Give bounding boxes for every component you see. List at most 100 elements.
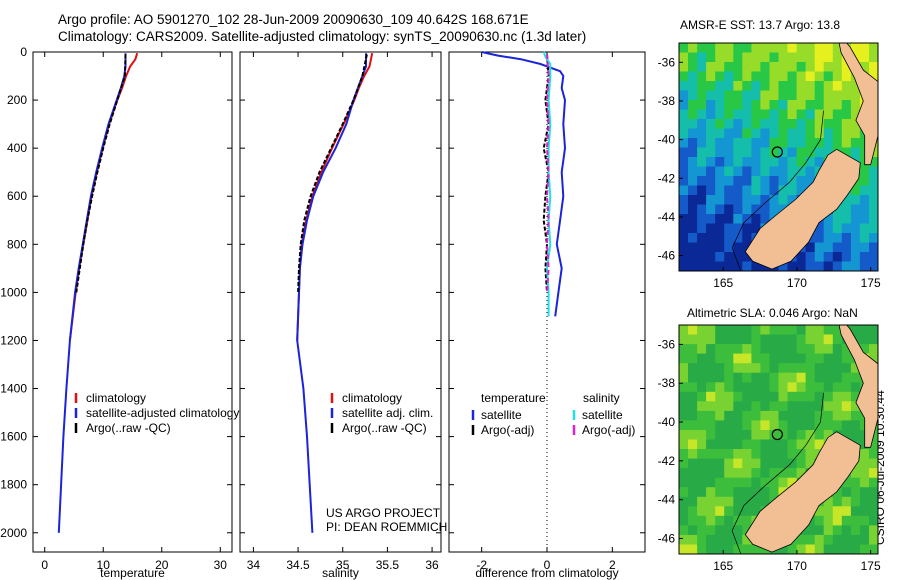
map-cell: [679, 477, 689, 488]
map-cell: [733, 52, 743, 63]
map-cell: [724, 204, 734, 215]
map-cell: [742, 525, 752, 536]
map-field: [679, 43, 878, 271]
map-cell: [787, 439, 798, 450]
map-cell: [706, 214, 716, 225]
map-cell: [805, 401, 816, 412]
map-cell: [778, 334, 789, 345]
map-cell: [796, 43, 807, 54]
map-cell: [778, 119, 789, 130]
map-cell: [805, 138, 816, 149]
map-cell: [706, 109, 716, 120]
map-cell: [778, 52, 789, 63]
map-cell: [751, 334, 761, 345]
map-cell: [814, 334, 825, 345]
map-y-tick-label: -46: [658, 249, 676, 263]
map-cell: [787, 147, 798, 158]
map-cell: [724, 43, 734, 54]
map-cell: [769, 382, 780, 393]
map-cell: [742, 109, 752, 120]
map-cell: [760, 468, 770, 479]
map-cell: [778, 468, 789, 479]
map-cell: [823, 430, 834, 441]
map-cell: [832, 325, 843, 336]
map-cell: [715, 100, 725, 111]
map-cell: [733, 449, 743, 460]
map-cell: [724, 252, 734, 263]
map-cell: [814, 71, 825, 82]
y-tick-label: 800: [7, 237, 27, 251]
map-cell: [679, 544, 689, 554]
map-cell: [823, 325, 834, 336]
map-y-tick-label: -46: [658, 531, 676, 545]
map-cell: [742, 372, 752, 383]
map-cell: [850, 477, 861, 488]
map-cell: [706, 430, 716, 441]
map-cell: [796, 401, 807, 412]
map-cell: [688, 477, 698, 488]
map-cell: [859, 506, 870, 517]
map-cell: [823, 147, 834, 158]
map-cell: [688, 71, 698, 82]
map-cell: [715, 525, 725, 536]
map-cell: [751, 214, 761, 225]
x-axis-label: salinity: [322, 566, 359, 580]
legend-label: Argo(-adj): [481, 423, 534, 437]
map-cell: [823, 515, 834, 526]
south-island-land: [744, 431, 861, 553]
map-cell: [742, 185, 752, 196]
map-cell: [697, 138, 707, 149]
map-cell: [715, 439, 725, 450]
map-cell: [760, 138, 770, 149]
map-cell: [869, 458, 878, 469]
map-cell: [706, 344, 716, 355]
profile-panel-salinity: 34 34.5 35 35.5 36 salinity climatologysatelli…: [239, 51, 447, 580]
map-cell: [697, 525, 707, 536]
map-cell: [787, 544, 798, 554]
map-cell: [814, 525, 825, 536]
map-x-tick-label: 175: [861, 559, 881, 573]
series-line-temperature-satellite: [481, 51, 567, 317]
map-cell: [760, 477, 770, 488]
map-cell: [814, 52, 825, 63]
map-cell: [697, 233, 707, 244]
map-cell: [814, 382, 825, 393]
map-cell: [706, 534, 716, 545]
map-cell: [760, 204, 770, 215]
map-cell: [760, 43, 770, 54]
map-cell: [805, 525, 816, 536]
map-cell: [796, 544, 807, 554]
map-cell: [742, 157, 752, 168]
map-cell: [706, 166, 716, 177]
map-cell: [814, 261, 825, 271]
x-axis-label: temperature: [100, 566, 165, 580]
map-cell: [850, 119, 861, 130]
map-cell: [760, 100, 770, 111]
map-cell: [697, 334, 707, 345]
map-cell: [688, 325, 698, 336]
map-cell: [805, 344, 816, 355]
map-cell: [859, 62, 870, 73]
x-tick-label: 30: [214, 558, 228, 572]
map-cell: [679, 430, 689, 441]
map-cell: [697, 252, 707, 263]
legend-label: satellite: [481, 408, 522, 422]
map-cell: [859, 525, 870, 536]
map-y-tick-label: -36: [658, 337, 676, 351]
map-cell: [697, 353, 707, 364]
map-cell: [751, 109, 761, 120]
map-cell: [869, 334, 878, 345]
map-cell: [832, 410, 843, 421]
map-cell: [796, 325, 807, 336]
map-cell: [733, 344, 743, 355]
map-cell: [751, 449, 761, 460]
map-cell: [778, 166, 789, 177]
plot-frame: [239, 51, 442, 553]
map-cell: [832, 71, 843, 82]
map-cell: [787, 334, 798, 345]
map-cell: [724, 176, 734, 187]
map-cell: [814, 534, 825, 545]
map-cell: [679, 138, 689, 149]
map-cell: [841, 515, 852, 526]
map-cell: [706, 525, 716, 536]
